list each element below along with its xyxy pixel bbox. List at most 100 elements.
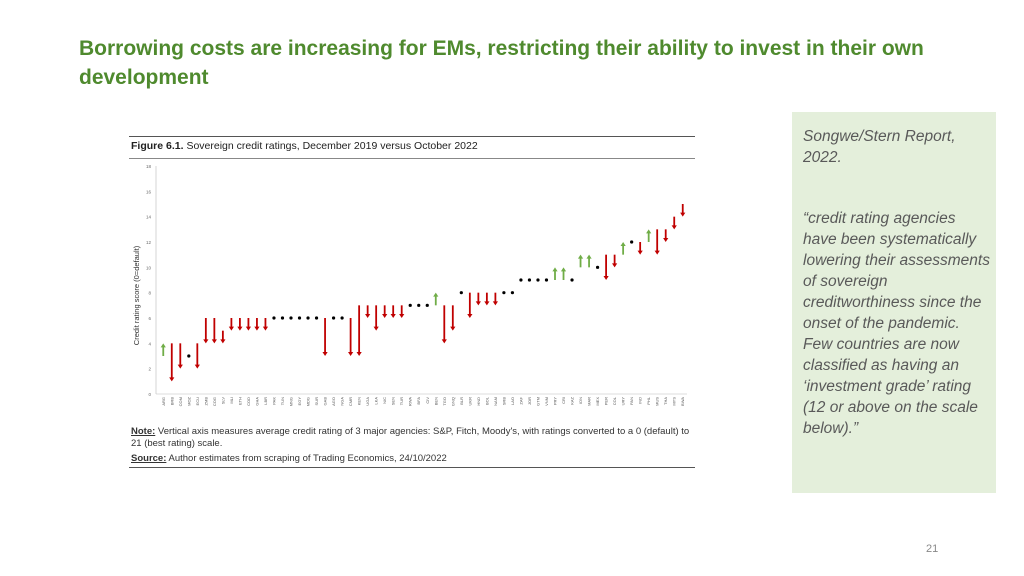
figure-title: Figure 6.1. Sovereign credit ratings, De… bbox=[131, 140, 478, 152]
no-change-point bbox=[272, 316, 276, 320]
quote-source: Songwe/Stern Report, 2022. bbox=[803, 128, 956, 166]
rating-change-arrowhead bbox=[237, 326, 243, 331]
y-tick-label: 14 bbox=[146, 215, 152, 220]
rating-change-arrowhead bbox=[586, 254, 592, 259]
y-tick-label: 18 bbox=[146, 164, 152, 169]
rating-change-arrowhead bbox=[475, 301, 481, 306]
x-tick-label: KEN bbox=[357, 397, 362, 405]
x-tick-label: SRB bbox=[501, 397, 506, 406]
note-text: Vertical axis measures average credit ra… bbox=[131, 426, 690, 449]
x-tick-label: SEN bbox=[391, 397, 396, 405]
no-change-point bbox=[510, 291, 515, 295]
rating-change-arrowhead bbox=[348, 352, 354, 356]
figure-title-text: Sovereign credit ratings, December 2019 … bbox=[186, 140, 478, 152]
no-change-point bbox=[544, 278, 549, 282]
x-tick-label: COD bbox=[246, 397, 251, 406]
quote-box: Songwe/Stern Report, 2022. “credit ratin… bbox=[792, 112, 996, 493]
rating-change-arrowhead bbox=[637, 250, 643, 255]
x-tick-label: PER bbox=[604, 397, 609, 405]
x-tick-label: UGA bbox=[365, 397, 370, 406]
x-tick-label: PAK bbox=[271, 397, 276, 405]
figure-source: Source: Author estimates from scraping o… bbox=[131, 453, 447, 464]
rating-change-arrowhead bbox=[560, 267, 567, 272]
x-tick-label: COM bbox=[178, 397, 183, 406]
rating-change-arrowhead bbox=[365, 314, 371, 318]
rating-change-arrowhead bbox=[169, 377, 175, 382]
x-tick-label: THA bbox=[663, 397, 668, 405]
x-tick-label: IDN bbox=[578, 397, 583, 404]
no-change-point bbox=[630, 240, 634, 244]
no-change-point bbox=[340, 316, 344, 320]
note-label: Note: bbox=[131, 426, 156, 437]
x-tick-label: SLV bbox=[220, 397, 225, 405]
rating-change-arrowhead bbox=[220, 339, 226, 344]
figure-bottom-rule bbox=[129, 467, 695, 468]
no-change-point bbox=[459, 291, 463, 295]
rating-change-arrowhead bbox=[399, 314, 405, 318]
rating-change-arrowhead bbox=[160, 343, 166, 348]
y-tick-label: 12 bbox=[146, 240, 152, 245]
no-change-point bbox=[408, 303, 412, 307]
rating-change-arrowhead bbox=[552, 267, 558, 272]
x-tick-label: ETH bbox=[237, 397, 242, 405]
x-tick-label: GHA bbox=[254, 397, 259, 406]
rating-change-arrowhead bbox=[492, 301, 498, 306]
x-tick-label: GTM bbox=[535, 397, 540, 406]
rating-change-arrowhead bbox=[680, 212, 686, 217]
x-tick-label: UKR bbox=[467, 397, 472, 406]
x-tick-label: MEX bbox=[595, 397, 600, 406]
x-tick-label: LKA bbox=[374, 397, 379, 405]
y-tick-label: 0 bbox=[148, 392, 151, 397]
x-tick-label: NIC bbox=[382, 397, 387, 404]
rating-change-arrowhead bbox=[322, 352, 328, 356]
rating-change-arrowhead bbox=[441, 339, 447, 344]
figure-label: Figure 6.1. bbox=[131, 140, 184, 152]
x-tick-label: TGO bbox=[442, 397, 447, 406]
x-tick-label: PRY bbox=[553, 397, 558, 405]
x-tick-label: MLI bbox=[229, 397, 234, 404]
rating-change-arrowhead bbox=[603, 276, 609, 280]
x-tick-label: URY bbox=[621, 397, 626, 406]
y-tick-label: 6 bbox=[148, 316, 151, 321]
page-number: 21 bbox=[926, 543, 939, 555]
no-change-point bbox=[417, 303, 421, 307]
no-change-point bbox=[425, 303, 429, 307]
no-change-point bbox=[289, 316, 293, 320]
x-tick-label: BOL bbox=[484, 396, 489, 405]
x-tick-label: CRI bbox=[561, 397, 566, 404]
x-tick-label: BLR bbox=[459, 397, 464, 405]
no-change-point bbox=[280, 316, 285, 320]
rating-change-arrowhead bbox=[245, 326, 252, 331]
rating-change-arrowhead bbox=[203, 339, 209, 344]
y-tick-label: 4 bbox=[148, 341, 151, 346]
x-tick-label: BWA bbox=[680, 397, 685, 406]
no-change-point bbox=[187, 354, 191, 358]
rating-change-arrowhead bbox=[646, 229, 652, 234]
x-tick-label: SUR bbox=[314, 397, 319, 406]
rating-change-arrowhead bbox=[620, 242, 626, 246]
rating-change-arrowhead bbox=[612, 263, 618, 268]
quote-text: “credit rating agencies have been system… bbox=[803, 210, 990, 437]
no-change-point bbox=[519, 278, 523, 282]
no-change-point bbox=[527, 278, 532, 282]
x-tick-label: RWA bbox=[408, 397, 413, 406]
x-tick-label: TUR bbox=[399, 397, 404, 405]
x-tick-label: MUS bbox=[655, 397, 660, 406]
rating-change-arrowhead bbox=[254, 326, 260, 331]
x-tick-label: NAM bbox=[493, 397, 498, 406]
x-tick-label: KAZ bbox=[570, 396, 575, 404]
rating-change-arrowhead bbox=[373, 326, 379, 331]
no-change-point bbox=[314, 316, 319, 320]
chart: 0 2 4 6 8 10 12 14 16 18 ARG BRB COM MOZ ECU ZMB COG SLV M… bbox=[146, 164, 687, 406]
x-tick-label: MOZ bbox=[186, 396, 191, 405]
x-tick-label: ZAF bbox=[518, 396, 523, 404]
x-tick-label: BFA bbox=[416, 397, 421, 405]
x-tick-label: JOR bbox=[527, 397, 532, 405]
x-tick-label: GNQ bbox=[450, 397, 455, 406]
rating-change-arrowhead bbox=[654, 250, 660, 255]
x-tick-label: PAN bbox=[629, 397, 634, 405]
x-tick-label: MDG bbox=[306, 397, 311, 406]
y-tick-label: 2 bbox=[148, 367, 151, 372]
x-tick-label: VNM bbox=[544, 397, 549, 406]
figure-top-rule bbox=[129, 136, 695, 137]
